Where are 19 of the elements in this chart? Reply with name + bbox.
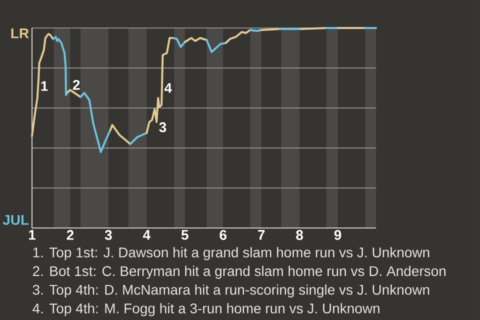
x-tick-label: 3 <box>104 230 112 240</box>
x-tick-label: 8 <box>296 230 303 240</box>
annotation: 4 <box>164 83 172 93</box>
x-tick-label: 7 <box>258 230 265 240</box>
annotation: 2 <box>72 80 80 90</box>
x-tick-label: 2 <box>66 230 74 240</box>
text: 4. Top 4th: M. Fogg hit a 3-run home run vs J. Unknown <box>32 303 380 316</box>
annotation: 3 <box>159 122 166 132</box>
x-tick-label: 6 <box>220 230 226 240</box>
annotation: 1 <box>41 81 48 91</box>
x-tick-label: 1 <box>28 230 36 240</box>
x-tick-label: 9 <box>334 230 342 240</box>
text: LR <box>11 28 29 38</box>
text: 2. Bot 1st: C. Berryman hit a grand slam home run vs D. Anderson <box>32 266 446 279</box>
text: 3. Top 4th: D. McNamara hit a run-scoring single vs J. Unknown <box>32 284 430 298</box>
x-tick-label: 4 <box>142 230 150 240</box>
x-tick-label: 5 <box>181 230 188 240</box>
text: JUL <box>2 215 29 225</box>
text: 1. Top 1st: J. Dawson hit a grand slam home run vs J. Unknown <box>33 247 430 260</box>
